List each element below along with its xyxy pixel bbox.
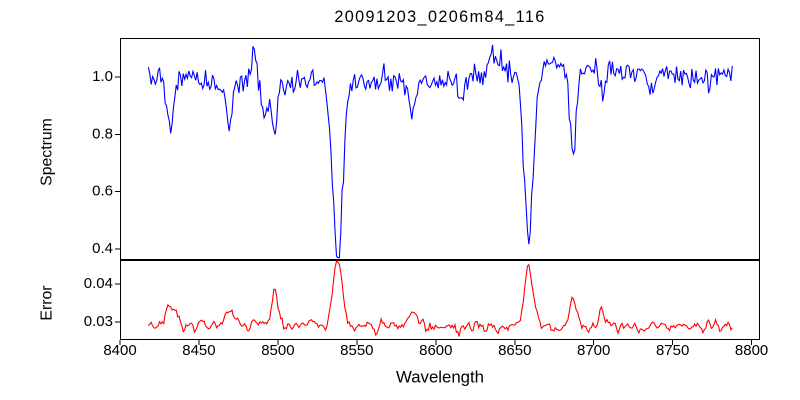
svg-text:8550: 8550 <box>340 342 373 359</box>
svg-text:Spectrum: Spectrum <box>39 118 56 186</box>
svg-text:Wavelength: Wavelength <box>396 368 484 387</box>
svg-text:8600: 8600 <box>419 342 452 359</box>
svg-text:8800: 8800 <box>735 342 768 359</box>
svg-text:0.6: 0.6 <box>92 183 113 200</box>
svg-text:8750: 8750 <box>656 342 689 359</box>
svg-text:8450: 8450 <box>182 342 215 359</box>
svg-text:Error: Error <box>39 285 56 320</box>
svg-text:8500: 8500 <box>261 342 294 359</box>
svg-text:8650: 8650 <box>498 342 531 359</box>
svg-text:1.0: 1.0 <box>92 68 113 85</box>
svg-text:8700: 8700 <box>577 342 610 359</box>
svg-text:0.8: 0.8 <box>92 125 113 142</box>
svg-text:8400: 8400 <box>103 342 136 359</box>
svg-text:0.4: 0.4 <box>92 240 113 257</box>
svg-text:0.03: 0.03 <box>84 313 113 330</box>
svg-text:0.04: 0.04 <box>84 275 113 292</box>
